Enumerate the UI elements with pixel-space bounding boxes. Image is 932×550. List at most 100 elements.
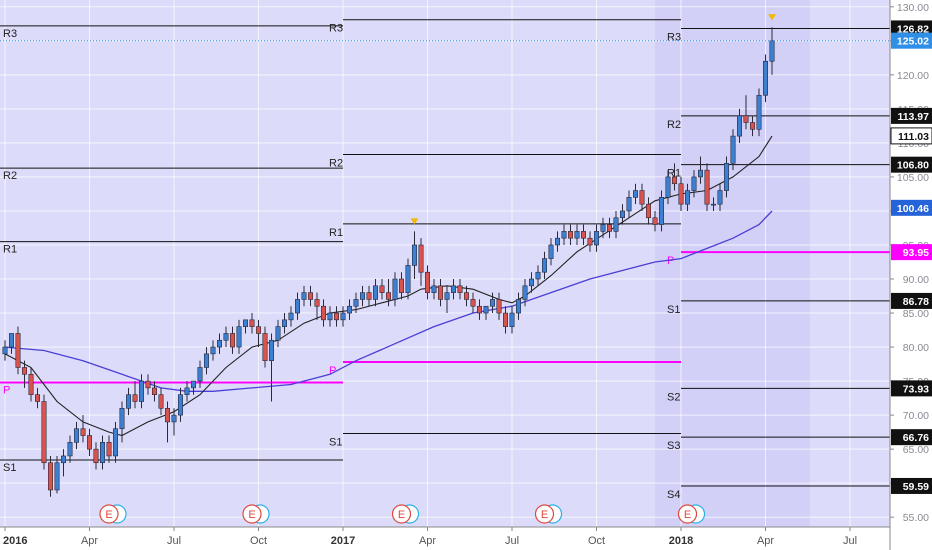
- candle: [561, 224, 567, 245]
- y-axis-tick-label: 90.00: [903, 274, 929, 286]
- candle: [528, 272, 534, 293]
- event-badge-label: E: [541, 509, 548, 521]
- candle-body: [567, 231, 573, 239]
- candle: [178, 387, 184, 422]
- price-tag-background: [891, 32, 932, 49]
- price-tag-background: [891, 199, 932, 216]
- candle: [191, 380, 197, 395]
- candle: [587, 231, 593, 252]
- candle-body: [385, 292, 391, 300]
- candle-body: [178, 394, 184, 416]
- candle-body: [717, 190, 723, 205]
- x-axis-tick-label: Jul: [505, 535, 519, 547]
- candle: [489, 292, 495, 314]
- price-tag-label: 126.82: [897, 23, 929, 35]
- candle-body: [54, 462, 60, 491]
- price-tag-label: 111.03: [898, 131, 929, 143]
- candle-body: [320, 305, 326, 321]
- candle: [736, 108, 742, 143]
- candle-body: [444, 292, 450, 300]
- event-badge-label: E: [684, 509, 691, 521]
- candle: [236, 319, 242, 354]
- candle: [93, 442, 99, 470]
- y-axis-tick-label: 65.00: [903, 444, 929, 456]
- event-badge-label: E: [248, 509, 255, 521]
- candle-body: [288, 312, 294, 321]
- candle: [119, 401, 125, 443]
- pivot-levels: R3R2R1PS1R3R2R1PS1R3R2R1PS1S2S3S4: [0, 19, 890, 501]
- candle: [418, 238, 424, 286]
- pivot-level-label: S1: [329, 436, 342, 448]
- candle: [522, 279, 528, 307]
- candle: [431, 279, 437, 300]
- price-axis-background: [890, 0, 932, 550]
- candle-body: [197, 367, 203, 382]
- y-axis-tick-label: 85.00: [903, 308, 929, 320]
- pivot-level-label: S4: [667, 489, 680, 501]
- price-tag: 113.97: [891, 107, 932, 124]
- candle-body: [398, 278, 404, 293]
- candle: [645, 197, 651, 225]
- candle: [470, 292, 476, 314]
- candle-body: [67, 442, 73, 457]
- candle: [217, 333, 223, 354]
- candle: [541, 251, 547, 280]
- candle-body: [333, 312, 339, 321]
- candle-body: [548, 244, 554, 259]
- candle-body: [502, 312, 508, 327]
- pivot-level-label: S1: [667, 304, 680, 316]
- candle-body: [678, 183, 684, 205]
- candle: [34, 387, 40, 409]
- candle-body: [223, 333, 229, 341]
- x-axis-ticks: 2016 Apr Jul Oct 2017 Apr Jul Oct 2018 Apr Jul: [3, 527, 857, 547]
- x-axis-tick-label: Jul: [843, 535, 857, 547]
- price-tag-background: [890, 127, 932, 145]
- price-tag-background: [891, 107, 932, 124]
- pivot-level-label: S1: [3, 462, 16, 474]
- candle: [704, 163, 710, 211]
- candle-body: [697, 169, 703, 178]
- candle: [223, 326, 229, 348]
- event-badge: [99, 504, 119, 524]
- candle: [314, 292, 320, 320]
- candle-body: [275, 326, 281, 341]
- price-tag-background: [891, 292, 932, 309]
- candle: [74, 421, 80, 450]
- candle-body: [600, 224, 606, 232]
- candle-body: [574, 231, 580, 239]
- candle-body: [749, 122, 755, 130]
- candle: [411, 231, 417, 280]
- candle: [743, 95, 749, 130]
- candle: [126, 387, 132, 416]
- candle: [67, 435, 73, 463]
- price-tag: 66.76: [891, 429, 932, 446]
- price-tag-background: [891, 156, 932, 173]
- candle-body: [204, 353, 210, 368]
- candle: [15, 326, 21, 375]
- candle-body: [314, 299, 320, 307]
- price-tag-background: [891, 380, 932, 397]
- candle-body: [126, 394, 132, 409]
- candle: [710, 197, 716, 211]
- pivot-level-label: R2: [3, 170, 17, 182]
- candle-body: [515, 299, 521, 314]
- candle-body: [769, 40, 775, 62]
- candle: [509, 306, 515, 334]
- candle: [444, 285, 450, 314]
- candle-body: [255, 326, 261, 334]
- candle-body: [483, 305, 489, 314]
- candle-body: [210, 346, 216, 355]
- candle: [333, 306, 339, 327]
- candle-body: [301, 292, 307, 300]
- candle-body: [100, 442, 106, 464]
- candle-body: [34, 394, 40, 402]
- candle-body: [243, 319, 249, 327]
- candle: [262, 326, 268, 368]
- event-badge: [677, 504, 698, 524]
- candle-body: [158, 394, 164, 409]
- candle: [301, 285, 307, 307]
- candle-body: [366, 292, 372, 300]
- candle: [606, 217, 612, 239]
